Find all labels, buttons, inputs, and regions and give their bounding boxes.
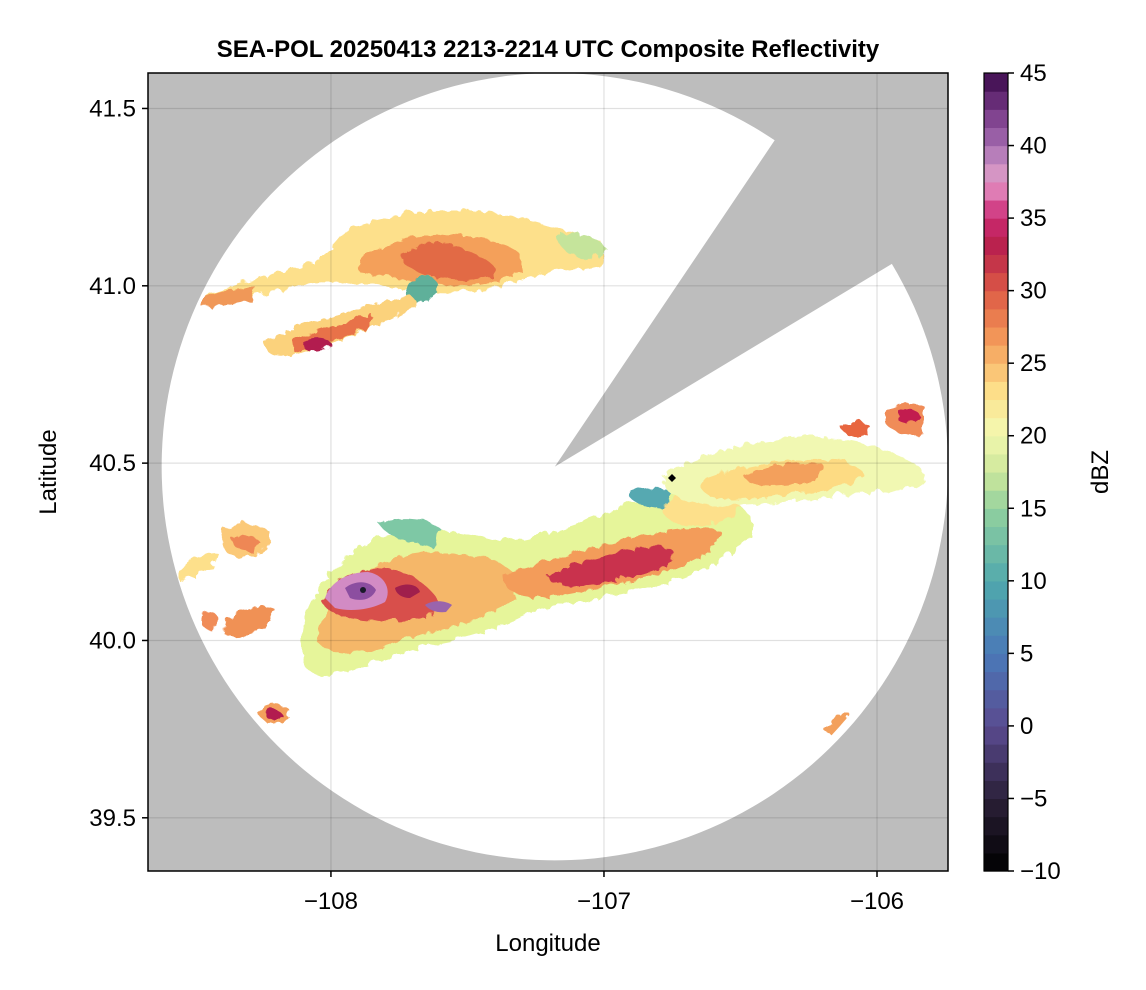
colorbar-segment <box>984 181 1008 201</box>
colorbar-tick-label: 20 <box>1020 423 1047 450</box>
colorbar-tick-label: 40 <box>1020 133 1047 160</box>
colorbar-segment <box>984 834 1008 854</box>
colorbar-tick-label: −5 <box>1020 785 1047 812</box>
colorbar-segment <box>984 598 1008 618</box>
colorbar-segment <box>984 472 1008 491</box>
colorbar-label: dBZ <box>1087 450 1114 494</box>
x-axis: −108 −107 −106 <box>304 871 904 915</box>
colorbar-segment <box>984 73 1008 92</box>
echo-west-core <box>325 572 452 613</box>
colorbar-segment <box>984 508 1008 528</box>
colorbar-segment <box>984 417 1008 437</box>
x-tick-label: −107 <box>577 888 631 915</box>
x-axis-label: Longitude <box>495 930 600 957</box>
reflectivity-echoes <box>176 207 923 732</box>
colorbar-tick-label: 45 <box>1020 60 1047 87</box>
colorbar-segment <box>984 707 1008 727</box>
colorbar-segment <box>984 308 1008 328</box>
colorbar-tick-label: 5 <box>1020 640 1033 667</box>
colorbar-segment <box>984 544 1008 564</box>
echo-far-east-cells <box>838 400 922 435</box>
colorbar-segment <box>984 671 1008 691</box>
y-tick-label: 41.0 <box>89 273 136 300</box>
colorbar-segment <box>984 290 1008 310</box>
colorbar-segment <box>984 689 1008 709</box>
colorbar-segment <box>984 236 1008 255</box>
colorbar-segment <box>984 490 1008 509</box>
colorbar-segment <box>984 272 1008 292</box>
colorbar-segment <box>984 326 1008 346</box>
colorbar-tick-label: 0 <box>1020 713 1033 740</box>
station-marker <box>668 474 676 482</box>
colorbar-segment <box>984 762 1008 781</box>
colorbar-segment <box>984 635 1008 654</box>
colorbar-tick-label: 30 <box>1020 278 1047 305</box>
colorbar-segment <box>984 127 1008 147</box>
colorbar-segment <box>984 345 1008 364</box>
colorbar-frame <box>983 72 1009 872</box>
colorbar-segment <box>984 435 1008 455</box>
colorbar-tick-label: 35 <box>1020 205 1047 232</box>
colorbar-tick-label: 25 <box>1020 350 1047 377</box>
echo-west-cluster <box>176 521 272 634</box>
colorbar-segment <box>984 562 1008 582</box>
colorbar-segment <box>984 725 1008 745</box>
y-tick-label: 40.5 <box>89 450 136 477</box>
colorbar-segment <box>984 109 1008 129</box>
colorbar-tick-label: −10 <box>1020 858 1061 885</box>
colorbar-segment <box>984 145 1008 165</box>
colorbar-segment <box>984 580 1008 600</box>
colorbar-segment <box>984 617 1008 636</box>
colorbar-segment <box>984 91 1008 110</box>
y-axis-label: Latitude <box>35 429 62 514</box>
y-tick-label: 41.5 <box>89 95 136 122</box>
colorbar-segment <box>984 852 1008 872</box>
echo-northern-lower-band <box>262 294 414 354</box>
colorbar-segment <box>984 254 1008 274</box>
colorbar-segment <box>984 780 1008 800</box>
colorbar-tick-label: 15 <box>1020 495 1047 522</box>
echo-northern-band <box>200 207 604 306</box>
colorbar-segment <box>984 218 1008 237</box>
colorbar-segment <box>984 526 1008 546</box>
y-axis: 39.5 40.0 40.5 41.0 41.5 <box>89 95 148 832</box>
y-tick-label: 39.5 <box>89 805 136 832</box>
grid-lines <box>148 73 948 871</box>
x-tick-label: −108 <box>304 888 358 915</box>
colorbar-segment <box>984 381 1008 401</box>
colorbar-segment <box>984 453 1008 473</box>
chart-title: SEA-POL 20250413 2213-2214 UTC Composite… <box>217 36 880 63</box>
y-tick-label: 40.0 <box>89 627 136 654</box>
colorbar-segment <box>984 399 1008 419</box>
echo-eastern-band <box>661 434 923 504</box>
colorbar-segment <box>984 816 1008 836</box>
x-tick-label: −106 <box>850 888 904 915</box>
plot-frame <box>147 72 949 872</box>
colorbar-segment <box>984 163 1008 183</box>
colorbar-segment <box>984 653 1008 673</box>
colorbar-segment <box>984 744 1008 763</box>
echo-southeast-cell <box>822 709 846 732</box>
colorbar: −10 −5 0 5 10 15 20 25 30 35 40 45 <box>983 60 1061 885</box>
colorbar-segment <box>984 363 1008 382</box>
echo-southwest-cell <box>255 702 287 722</box>
colorbar-segment <box>984 199 1008 219</box>
colorbar-tick-label: 10 <box>1020 568 1047 595</box>
colorbar-segment <box>984 798 1008 818</box>
